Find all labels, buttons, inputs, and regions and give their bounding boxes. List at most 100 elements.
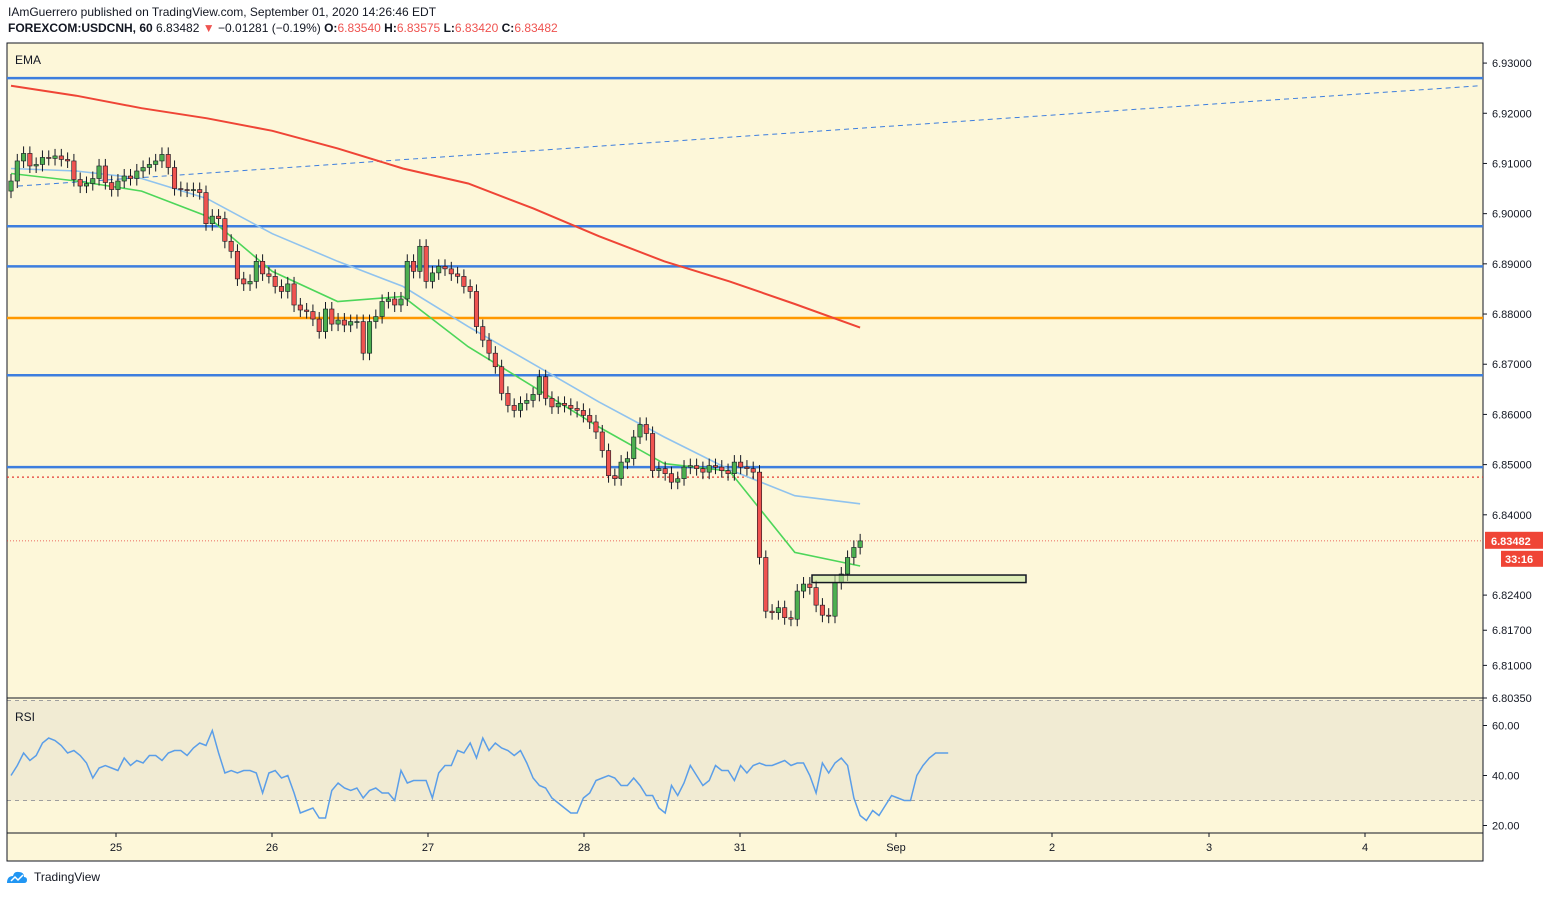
candle-body-80 (511, 405, 517, 411)
candle-body-23 (153, 160, 159, 165)
candle-22 (146, 157, 152, 175)
candle-94 (599, 424, 605, 458)
candle-7 (52, 148, 58, 166)
candle-61 (392, 291, 398, 313)
candle-body-35 (228, 240, 234, 252)
high-label: H: (384, 21, 397, 35)
candle-body-121 (769, 610, 775, 613)
candle-body-109 (694, 465, 700, 469)
candle-59 (379, 294, 385, 324)
countdown-tag (1501, 550, 1543, 567)
candle-body-66 (423, 245, 429, 282)
candle-body-70 (448, 268, 454, 275)
candle-body-8 (58, 155, 64, 160)
time-tick-label-0: 25 (110, 842, 122, 854)
rsi-band-group (7, 700, 1483, 801)
symbol-line: FOREXCOM:USDCNH, 60 6.83482 ▼ −0.01281 (… (8, 20, 558, 36)
candle-body-120 (763, 557, 769, 612)
candle-134 (851, 540, 857, 565)
candle-body-117 (744, 466, 750, 469)
candle-35 (228, 234, 234, 259)
candle-body-39 (253, 261, 259, 282)
candle-64 (411, 254, 417, 279)
candle-122 (775, 600, 781, 620)
price-axis: 6.93000 6.92000 6.91000 6.90000 6.89000 6.880… (1483, 58, 1532, 705)
candle-39 (253, 254, 259, 289)
candle-body-53 (341, 319, 347, 326)
candle-71 (455, 266, 461, 284)
candle-body-97 (618, 461, 624, 479)
time-tick-label-2: 27 (422, 842, 434, 854)
candle-body-130 (826, 614, 832, 617)
candle-120 (763, 550, 769, 619)
candle-98 (624, 451, 630, 470)
candle-body-78 (499, 366, 505, 394)
candle-76 (486, 333, 492, 361)
candle-24 (159, 147, 165, 168)
candle-body-131 (832, 582, 838, 617)
candle-body-50 (322, 308, 328, 332)
candle-body-6 (46, 157, 52, 159)
candle-68 (436, 259, 442, 280)
candle-body-15 (102, 165, 108, 183)
candle-19 (128, 168, 134, 186)
candle-body-21 (140, 167, 146, 172)
price-tick-label-0: 6.93000 (1492, 58, 1532, 70)
countdown-label: 33:16 (1505, 554, 1533, 566)
candle-111 (706, 458, 712, 480)
candle-body-90 (574, 408, 580, 411)
candle-21 (140, 160, 146, 179)
price-tick-label-4: 6.89000 (1492, 259, 1532, 271)
candle-body-101 (643, 424, 649, 434)
symbol[interactable]: FOREXCOM:USDCNH, 60 (8, 21, 153, 35)
candle-body-74 (473, 291, 479, 327)
candle-13 (90, 171, 96, 191)
candle-body-30 (197, 189, 203, 193)
time-tick-label-8: 4 (1362, 842, 1368, 854)
candle-body-91 (580, 410, 586, 416)
candle-72 (461, 269, 467, 294)
rsi-line-group (10, 728, 949, 822)
candle-body-41 (266, 273, 272, 277)
candle-body-2 (21, 153, 27, 162)
candle-25 (165, 147, 171, 175)
candle-body-3 (27, 153, 33, 167)
candle-body-58 (373, 316, 379, 322)
candle-110 (700, 461, 706, 480)
brand-name[interactable]: TradingView (34, 870, 101, 884)
candle-3 (27, 146, 33, 173)
candle-70 (448, 261, 454, 281)
candle-28 (184, 182, 190, 198)
candle-body-125 (794, 590, 800, 620)
candle-81 (517, 396, 523, 418)
candle-body-31 (203, 192, 209, 224)
price-tick-label-9: 6.84000 (1492, 510, 1532, 522)
candle-34 (222, 211, 228, 249)
candle-body-34 (222, 218, 228, 242)
candle-99 (631, 429, 637, 466)
candle-45 (291, 276, 297, 313)
candle-113 (719, 460, 725, 478)
price-tick-label-10: 6.82400 (1492, 590, 1532, 602)
candle-79 (505, 386, 511, 413)
candle-100 (637, 417, 643, 445)
candle-12 (83, 176, 89, 194)
tradingview-logo-icon[interactable] (6, 870, 28, 884)
candle-body-5 (39, 157, 45, 165)
candle-74 (473, 284, 479, 334)
candle-body-40 (260, 261, 266, 275)
ema-slow-line (10, 84, 861, 329)
candle-body-64 (411, 261, 417, 272)
candle-body-105 (668, 473, 674, 483)
candle-54 (348, 314, 354, 333)
candle-body-94 (599, 431, 605, 451)
candle-body-38 (247, 281, 253, 285)
candle-body-112 (712, 465, 718, 468)
candle-body-122 (775, 607, 781, 613)
candle-body-134 (851, 547, 857, 558)
candle-body-42 (272, 276, 278, 287)
price-tick-label-7: 6.86000 (1492, 409, 1532, 421)
candle-47 (304, 302, 310, 319)
last-price: 6.83482 (156, 21, 200, 35)
